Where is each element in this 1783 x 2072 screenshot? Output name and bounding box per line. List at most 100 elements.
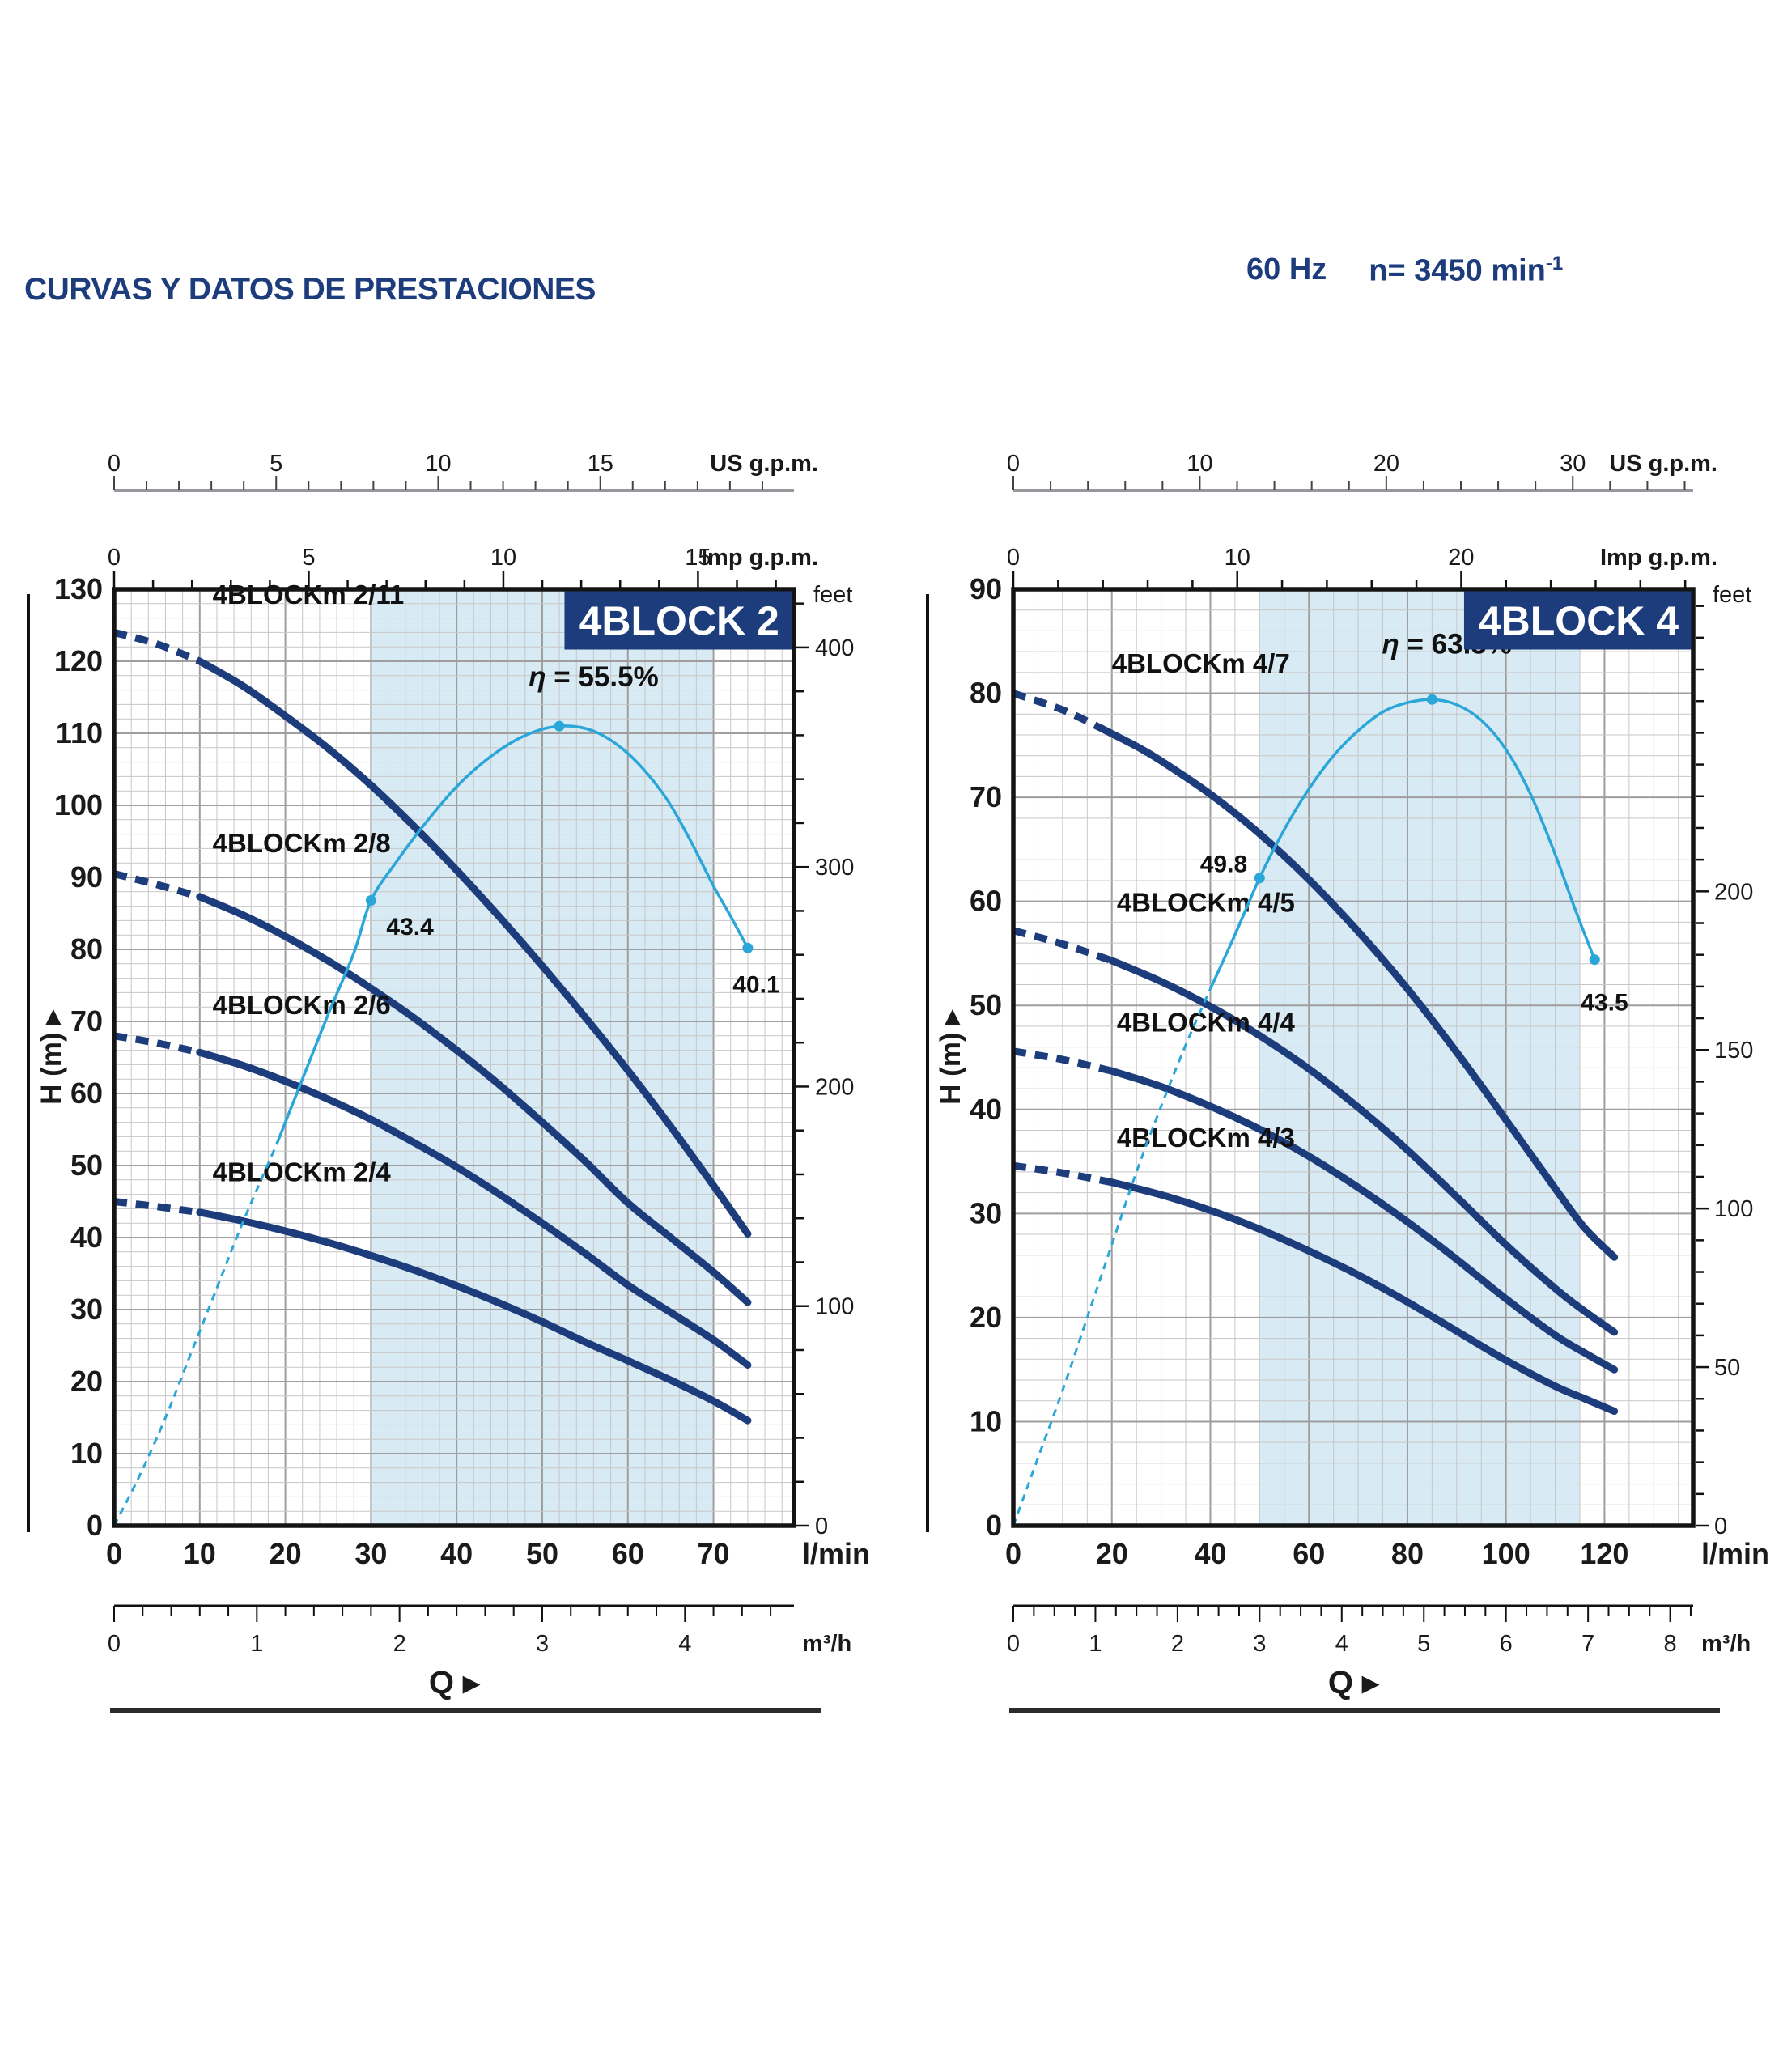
y-tick-label: 40 bbox=[70, 1221, 103, 1254]
efficiency-point bbox=[742, 942, 754, 953]
y-tick-label: 20 bbox=[970, 1301, 1002, 1334]
speed-label: n= 3450 min-1 bbox=[1369, 253, 1564, 288]
us-gpm-axis: 0 5 10 15 US g.p.m. bbox=[108, 453, 818, 492]
y-tick-label: 10 bbox=[970, 1404, 1002, 1437]
y-tick-label: 60 bbox=[970, 885, 1002, 918]
curve-label: 4BLOCKm 2/4 bbox=[213, 1157, 392, 1187]
efficiency-dashed-segment bbox=[112, 1143, 278, 1526]
flow-axis-label: Q ▸ bbox=[1009, 1665, 1720, 1713]
pump-curve-4blockm-4-5: 4BLOCKm 4/5 bbox=[1012, 888, 1619, 1336]
x-tick-label: 120 bbox=[1580, 1537, 1628, 1570]
efficiency-value-label: 43.4 bbox=[386, 914, 434, 940]
m3h-tick-label: 4 bbox=[1335, 1631, 1348, 1657]
imp-gpm-tick-label: 10 bbox=[490, 545, 516, 571]
y-axis-meters: 0 10 20 30 40 50 60 70 80 90 100 110 120 130 bbox=[54, 572, 103, 1542]
curve-dashed-segment bbox=[113, 1032, 201, 1056]
y-axis-title: H (m) ▸ bbox=[36, 1009, 67, 1105]
page-title: CURVAS Y DATOS DE PRESTACIONES bbox=[24, 272, 596, 308]
m3h-unit-label: m³/h bbox=[1701, 1631, 1751, 1657]
efficiency-solid-segment bbox=[1208, 698, 1596, 990]
frequency-label: 60 Hz bbox=[1246, 253, 1327, 287]
curve-dashed-segment bbox=[112, 629, 202, 665]
x-tick-label: 0 bbox=[106, 1537, 122, 1570]
efficiency-point bbox=[1426, 694, 1437, 705]
m3h-tick-label: 7 bbox=[1581, 1631, 1594, 1657]
us-gpm-tick-label: 20 bbox=[1373, 453, 1399, 477]
imp-gpm-axis: 0 10 20 Imp g.p.m. bbox=[1007, 545, 1717, 588]
y-tick-label: 0 bbox=[87, 1509, 103, 1542]
x-tick-label: 20 bbox=[270, 1537, 302, 1570]
head-axis-label: H (m) ▸ bbox=[926, 594, 966, 1532]
imp-gpm-unit-label: Imp g.p.m. bbox=[1600, 545, 1717, 571]
speed-exponent: -1 bbox=[1545, 253, 1564, 274]
m3h-tick-label: 0 bbox=[1007, 1631, 1020, 1657]
m3h-tick-label: 2 bbox=[1171, 1631, 1184, 1657]
plot-border bbox=[112, 587, 796, 1528]
m3h-tick-label: 1 bbox=[1089, 1631, 1102, 1657]
us-gpm-axis: 0 10 20 30 US g.p.m. bbox=[1007, 453, 1717, 492]
y-tick-label: 70 bbox=[970, 780, 1002, 813]
x-tick-label: 60 bbox=[1293, 1537, 1325, 1570]
curve-label: 4BLOCKm 4/5 bbox=[1117, 888, 1295, 918]
y-tick-label: 80 bbox=[70, 932, 103, 966]
efficiency-point bbox=[1254, 873, 1265, 884]
x-axis-lmin: 0 20 40 60 80 100 120 l/min bbox=[1005, 1537, 1769, 1570]
y-tick-label: 20 bbox=[70, 1365, 103, 1398]
x-tick-label: 20 bbox=[1096, 1537, 1128, 1570]
imp-gpm-tick-label: 10 bbox=[1225, 545, 1250, 571]
y-tick-label: 40 bbox=[970, 1093, 1002, 1126]
pump-curve-4blockm-4-4: 4BLOCKm 4/4 bbox=[1012, 1007, 1619, 1374]
pump-curve-chart-4block4: 4BLOCKm 4/7 4BLOCKm 4/5 4BLOCKm 4/4 4BLOCKm… bbox=[926, 453, 1769, 1713]
chart-title: 4BLOCK 2 bbox=[579, 598, 779, 643]
curve-label: 4BLOCKm 4/4 bbox=[1117, 1007, 1296, 1037]
m3h-tick-label: 3 bbox=[536, 1631, 549, 1657]
m3h-axis: 0 1 2 3 4 m³/h bbox=[108, 1604, 851, 1657]
flow-axis-label: Q ▸ bbox=[110, 1665, 821, 1713]
curve-dashed-segment bbox=[113, 1198, 201, 1216]
x-tick-label: 30 bbox=[354, 1537, 387, 1570]
efficiency-value-label: 49.8 bbox=[1200, 851, 1247, 878]
x-tick-label: 70 bbox=[698, 1537, 730, 1570]
curve-dashed-segment bbox=[1012, 690, 1104, 732]
y-tick-label: 30 bbox=[970, 1196, 1002, 1229]
m3h-tick-label: 2 bbox=[393, 1631, 406, 1657]
y-tick-label: 130 bbox=[54, 572, 103, 605]
y-tick-label: 0 bbox=[986, 1509, 1002, 1542]
us-gpm-tick-label: 30 bbox=[1560, 453, 1586, 477]
pump-curve-4blockm-2-8: 4BLOCKm 2/8 bbox=[112, 828, 752, 1306]
curve-label: 4BLOCKm 2/6 bbox=[213, 990, 391, 1020]
x-tick-label: 50 bbox=[526, 1537, 558, 1570]
curve-solid-segment bbox=[1108, 1178, 1619, 1416]
m3h-tick-label: 6 bbox=[1500, 1631, 1513, 1657]
pump-curve-4blockm-4-7: 4BLOCKm 4/7 bbox=[1012, 648, 1619, 1261]
feet-tick-label: 150 bbox=[1714, 1038, 1753, 1064]
m3h-tick-label: 4 bbox=[678, 1631, 691, 1657]
y-tick-label: 60 bbox=[70, 1076, 103, 1110]
efficiency-point bbox=[1589, 954, 1600, 966]
y-tick-label: 50 bbox=[70, 1149, 103, 1182]
curve-solid-segment bbox=[196, 1048, 752, 1369]
feet-tick-label: 0 bbox=[1714, 1514, 1727, 1539]
x-tick-label: 60 bbox=[612, 1537, 644, 1570]
curve-dashed-segment bbox=[112, 870, 202, 901]
plot-border bbox=[1011, 587, 1696, 1528]
feet-tick-label: 300 bbox=[815, 855, 854, 881]
imp-gpm-tick-label: 5 bbox=[302, 545, 315, 571]
operating-range-band bbox=[1259, 589, 1580, 1526]
us-gpm-tick-label: 10 bbox=[1187, 453, 1212, 477]
feet-tick-label: 50 bbox=[1714, 1355, 1740, 1381]
title-badge: 4BLOCK 2 bbox=[564, 591, 792, 650]
x-tick-label: 40 bbox=[440, 1537, 473, 1570]
curve-label: 4BLOCKm 4/3 bbox=[1117, 1123, 1295, 1153]
title-badge: 4BLOCK 4 bbox=[1463, 591, 1692, 650]
feet-axis: 0 50 100 150 200 feet bbox=[1696, 582, 1753, 1539]
us-gpm-unit-label: US g.p.m. bbox=[1609, 453, 1717, 477]
x-unit-label: l/min bbox=[1701, 1537, 1769, 1570]
efficiency-point bbox=[554, 720, 565, 732]
y-tick-label: 50 bbox=[970, 988, 1002, 1021]
x-axis-title: Q ▸ bbox=[1328, 1665, 1380, 1700]
m3h-axis: 0 1 2 3 4 5 6 7 8 m³/h bbox=[1007, 1604, 1751, 1657]
y-tick-label: 10 bbox=[70, 1437, 103, 1470]
